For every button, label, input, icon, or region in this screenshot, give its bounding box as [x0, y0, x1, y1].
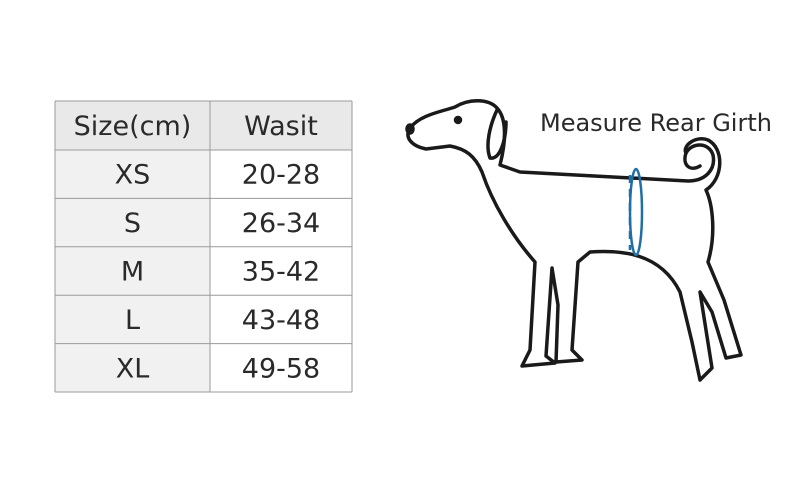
header-cell: Size(cm) — [74, 111, 192, 142]
waist-cell: 49-58 — [242, 353, 320, 384]
dog-illustration — [405, 99, 743, 382]
size-table: Size(cm) Wasit XS 20-28 S 26-34 M 35-42 L 43-48 XL… — [54, 100, 353, 393]
measure-label: Measure Rear Girth — [540, 109, 772, 137]
header-cell: Wasit — [244, 111, 318, 142]
waist-cell: 20-28 — [242, 160, 320, 191]
size-cell: M — [121, 257, 144, 288]
dog-ear — [486, 108, 508, 160]
size-column-bg — [55, 150, 210, 392]
waist-cell: 35-42 — [242, 257, 320, 288]
dog-tail-inner — [683, 151, 702, 170]
waist-cell: 26-34 — [242, 208, 320, 239]
header-bg — [55, 101, 352, 150]
size-cell: L — [125, 305, 140, 336]
size-cell: XS — [115, 160, 151, 191]
girth-marker — [628, 167, 644, 257]
size-cell: S — [124, 208, 141, 239]
dog-outline — [406, 99, 743, 382]
dog-nose — [405, 123, 415, 135]
waist-cell: 43-48 — [242, 305, 320, 336]
girth-ellipse — [628, 167, 644, 257]
size-cell: XL — [116, 353, 150, 384]
dog-eye — [453, 115, 463, 125]
